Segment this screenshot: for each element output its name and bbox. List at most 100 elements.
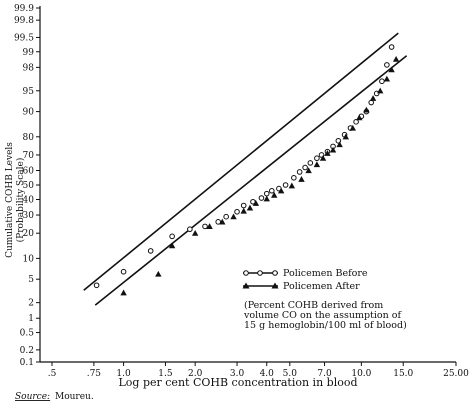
- y-tick-label-4: 2: [28, 299, 34, 309]
- x-tick-label-7: 5.0: [283, 369, 298, 379]
- point-before-2: [147, 248, 154, 254]
- note-line-3: 15 g hemoglobin/100 ml of blood): [244, 320, 407, 331]
- point-after-3: [191, 230, 199, 236]
- point-before-34: [388, 44, 395, 50]
- point-before-18: [302, 164, 308, 171]
- x-tick-label-11: 25.00: [443, 369, 469, 379]
- point-after-17: [319, 155, 327, 161]
- y-tick-label-11: 60: [23, 166, 35, 176]
- point-after-8: [246, 204, 254, 211]
- point-after-15: [305, 167, 312, 174]
- point-after-13: [288, 182, 296, 189]
- y-tick-label-17: 99: [23, 48, 35, 58]
- point-before-9: [240, 202, 247, 209]
- x-tick-label-0: .5: [48, 369, 57, 379]
- point-before-7: [223, 213, 229, 220]
- y-tick-label-9: 40: [23, 196, 35, 206]
- y-axis-ticks: 0.1 0.2 0.5 1 2 5 10 20 30 40 50 60 70 80 90 95 98 99 99.5…: [14, 4, 40, 368]
- y-tick-label-0: 0.1: [20, 358, 34, 368]
- point-after-26: [377, 87, 384, 94]
- data-points: [93, 44, 400, 296]
- fit-line-after: [94, 55, 408, 306]
- point-before-33: [384, 62, 390, 68]
- point-after-4: [206, 223, 213, 229]
- point-before-15: [282, 182, 289, 188]
- x-axis-ticks: .5 .75 1.0 1.5 2.0 3.0 4.0 5.0 7.0 10.0 15.0 25.00: [48, 362, 469, 379]
- y-tick-label-15: 95: [23, 87, 35, 97]
- y-tick-label-20: 99.9: [14, 4, 34, 14]
- point-before-8: [234, 208, 240, 215]
- point-after-11: [271, 191, 278, 198]
- point-after-16: [313, 161, 321, 168]
- point-after-9: [252, 200, 260, 206]
- point-before-19: [307, 160, 314, 166]
- point-after-20: [336, 141, 343, 148]
- x-tick-label-9: 10.0: [351, 369, 371, 379]
- x-tick-label-5: 3.0: [230, 369, 245, 379]
- note-line-2: volume CO on the assumption of: [243, 310, 402, 321]
- y-tick-label-19: 99.8: [14, 16, 34, 26]
- point-before-16: [291, 175, 297, 181]
- point-before-17: [296, 169, 303, 175]
- y-tick-label-14: 90: [23, 108, 35, 118]
- point-before-30: [368, 99, 375, 106]
- legend: Policemen Before Policemen After: [242, 268, 368, 292]
- legend-marker-circle-1: [243, 270, 249, 276]
- point-after-0: [120, 289, 127, 296]
- point-after-25: [369, 95, 377, 101]
- y-tick-label-18: 99.5: [14, 33, 34, 43]
- x-tick-label-2: 1.0: [116, 369, 131, 379]
- point-after-6: [230, 213, 237, 220]
- x-tick-label-3: 1.5: [158, 369, 173, 379]
- x-axis-title: Log per cent COHB concentration in blood: [119, 376, 358, 389]
- point-before-20: [314, 155, 320, 162]
- legend-label-before: Policemen Before: [283, 268, 368, 279]
- legend-marker-triangle-2: [271, 282, 279, 289]
- point-before-13: [268, 187, 275, 194]
- x-tick-label-8: 7.0: [317, 369, 332, 379]
- legend-label-after: Policemen After: [283, 281, 360, 292]
- note: (Percent COHB derived from volume CO on …: [243, 300, 407, 331]
- x-tick-label-1: .75: [87, 369, 102, 379]
- legend-marker-circle-3: [272, 270, 278, 276]
- point-before-4: [187, 226, 193, 233]
- point-after-29: [392, 55, 400, 62]
- y-axis-title-line1: Cumulative COHB Levels: [5, 142, 15, 258]
- point-after-28: [388, 66, 395, 73]
- point-before-12: [263, 190, 270, 197]
- fit-lines: [83, 32, 408, 306]
- point-after-2: [168, 242, 176, 249]
- x-tick-label-6: 4.0: [260, 369, 275, 379]
- point-after-22: [349, 124, 356, 131]
- point-after-18: [324, 150, 331, 156]
- y-tick-label-8: 30: [23, 211, 35, 221]
- y-tick-label-1: 0.2: [20, 346, 34, 356]
- point-before-0: [93, 282, 100, 289]
- point-after-23: [356, 114, 363, 121]
- point-before-11: [258, 195, 265, 201]
- point-after-7: [240, 207, 247, 214]
- point-before-3: [169, 233, 175, 240]
- legend-marker-circle-2: [257, 270, 263, 276]
- point-before-27: [353, 119, 359, 125]
- point-after-12: [277, 187, 285, 194]
- y-tick-label-6: 10: [23, 254, 35, 264]
- y-tick-label-10: 50: [23, 181, 35, 191]
- legend-item-before: Policemen Before: [243, 268, 368, 279]
- legend-item-after: Policemen After: [242, 281, 360, 292]
- point-after-1: [155, 270, 162, 277]
- point-before-32: [379, 78, 385, 85]
- point-after-5: [219, 218, 226, 225]
- y-tick-label-7: 20: [23, 229, 35, 239]
- point-after-10: [263, 195, 270, 202]
- note-line-1: (Percent COHB derived from: [244, 300, 383, 311]
- y-tick-label-13: 80: [23, 133, 35, 143]
- y-tick-label-16: 98: [23, 63, 35, 73]
- point-after-27: [383, 75, 391, 82]
- fit-line-before: [83, 32, 399, 291]
- point-after-14: [298, 176, 305, 182]
- y-tick-label-12: 70: [23, 151, 35, 161]
- y-tick-label-3: 1: [28, 314, 34, 324]
- legend-marker-triangle-1: [242, 282, 250, 289]
